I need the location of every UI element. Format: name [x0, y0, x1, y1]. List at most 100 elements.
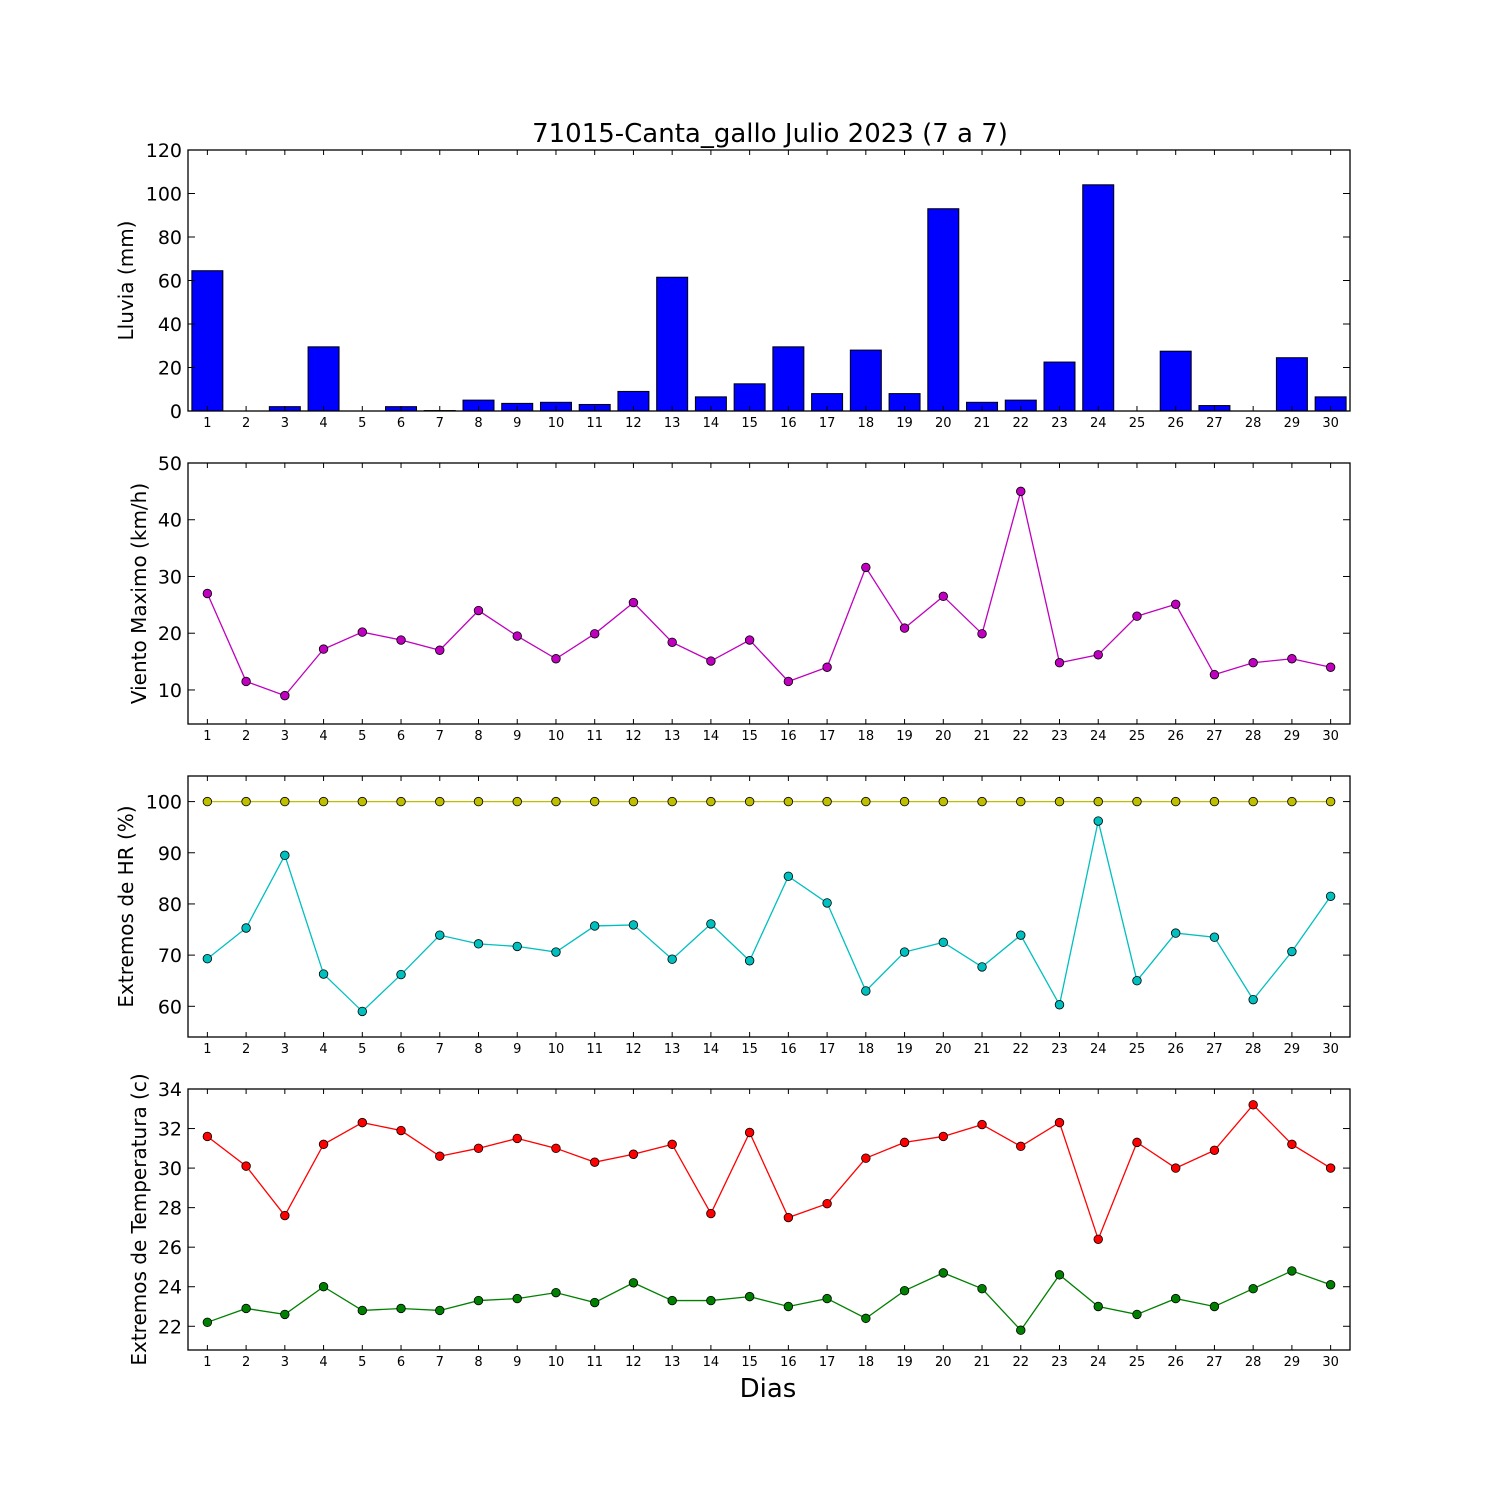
data-point-s1-day-7	[435, 1151, 445, 1161]
x-tick-label: 4	[319, 1042, 327, 1057]
data-point-s1-day-4	[318, 644, 329, 654]
x-tick-label: 19	[896, 1042, 913, 1057]
data-point-s1-day-2	[241, 1161, 251, 1171]
data-point-s2-day-23	[1054, 1270, 1065, 1280]
data-point-s2-day-3	[280, 850, 290, 861]
data-point-s2-day-12	[628, 1278, 639, 1288]
data-point-s1-day-22	[1016, 486, 1026, 497]
y-tick-label: 34	[158, 1079, 182, 1101]
y-tick-label: 60	[158, 271, 182, 293]
x-tick-label: 6	[397, 1042, 405, 1057]
x-tick-label: 2	[242, 1355, 250, 1370]
x-tick-label: 18	[858, 729, 875, 744]
data-point-s1-day-26	[1170, 796, 1181, 807]
x-tick-label: 30	[1322, 729, 1339, 744]
data-point-s2-day-17	[822, 1293, 832, 1304]
x-tick-label: 4	[319, 1355, 327, 1370]
x-tick-label: 11	[586, 1355, 603, 1370]
data-point-s2-day-22	[1016, 1325, 1026, 1335]
data-point-s1-day-10	[551, 1143, 561, 1154]
data-point-s2-day-28	[1248, 994, 1258, 1005]
data-point-s1-day-27	[1209, 796, 1220, 807]
data-point-s2-day-6	[396, 1303, 406, 1314]
data-point-s1-day-17	[822, 1198, 832, 1209]
x-tick-label: 21	[974, 416, 991, 431]
data-point-s1-day-2	[241, 676, 251, 687]
y-tick-label: 26	[158, 1237, 182, 1259]
x-tick-label: 7	[436, 729, 444, 744]
bar-day-18	[849, 349, 882, 412]
x-tick-label: 15	[741, 1355, 758, 1370]
data-point-s1-day-28	[1248, 658, 1258, 668]
x-tick-label: 19	[896, 1355, 913, 1370]
x-tick-label: 26	[1167, 1355, 1184, 1370]
x-tick-label: 9	[513, 416, 521, 431]
data-point-s2-day-27	[1209, 932, 1220, 942]
x-tick-label: 22	[1012, 416, 1029, 431]
data-point-s1-day-20	[938, 1131, 949, 1142]
data-point-s2-day-17	[822, 898, 832, 908]
y-tick-label: 90	[158, 843, 182, 865]
x-tick-label: 10	[548, 416, 565, 431]
bar-day-20	[927, 208, 960, 412]
y-tick-label: 30	[158, 1158, 182, 1180]
y-axis-label: Viento Maximo (km/h)	[127, 483, 151, 704]
data-point-s1-day-12	[628, 796, 639, 807]
x-tick-label: 23	[1051, 729, 1068, 744]
x-tick-label: 5	[358, 1355, 366, 1370]
bar-day-23	[1043, 361, 1076, 412]
data-point-s2-day-10	[551, 947, 561, 957]
x-tick-label: 12	[625, 416, 642, 431]
x-tick-label: 26	[1167, 729, 1184, 744]
data-point-s2-day-16	[783, 871, 794, 882]
series-line-2	[206, 820, 1332, 1013]
data-point-s2-day-29	[1287, 1266, 1297, 1276]
x-tick-label: 9	[513, 1355, 521, 1370]
x-tick-label: 17	[819, 1355, 836, 1370]
data-point-s1-day-13	[667, 637, 677, 647]
data-point-s2-day-19	[899, 947, 910, 957]
y-tick-label: 120	[146, 140, 182, 162]
x-tick-label: 6	[397, 1355, 405, 1370]
data-point-s1-day-6	[396, 796, 406, 807]
x-tick-label: 23	[1051, 1355, 1068, 1370]
data-point-s2-day-5	[357, 1305, 368, 1316]
data-point-s1-day-29	[1287, 654, 1297, 664]
data-point-s1-day-27	[1209, 669, 1220, 680]
series-line-1	[206, 491, 1331, 697]
data-point-s1-day-8	[473, 796, 484, 807]
data-point-s2-day-20	[938, 1268, 949, 1278]
x-tick-label: 19	[896, 729, 913, 744]
x-tick-label: 3	[281, 1042, 289, 1057]
x-tick-label: 11	[586, 729, 603, 744]
x-tick-label: 21	[974, 729, 991, 744]
data-point-s1-day-14	[706, 1208, 716, 1219]
data-point-s1-day-13	[667, 796, 677, 807]
data-point-s1-day-3	[280, 690, 290, 701]
x-tick-label: 24	[1090, 1355, 1107, 1370]
data-point-s1-day-2	[241, 796, 251, 807]
x-tick-label: 15	[741, 1042, 758, 1057]
x-tick-label: 17	[819, 729, 836, 744]
data-point-s2-day-3	[280, 1309, 290, 1320]
x-tick-label: 3	[281, 729, 289, 744]
x-tick-label: 5	[358, 729, 366, 744]
data-point-s1-day-20	[938, 591, 949, 602]
plot-frame	[187, 1088, 1351, 1351]
series-line-2	[207, 1270, 1331, 1332]
y-tick-label: 80	[158, 894, 182, 916]
x-tick-label: 7	[436, 416, 444, 431]
bar-day-4	[307, 346, 340, 412]
x-tick-label: 28	[1245, 416, 1262, 431]
data-point-s1-day-25	[1132, 611, 1142, 621]
x-tick-label: 11	[586, 416, 603, 431]
data-point-s2-day-14	[706, 1295, 716, 1306]
data-point-s2-day-11	[590, 921, 600, 931]
data-point-s1-day-14	[706, 656, 716, 666]
data-point-s1-day-27	[1209, 1145, 1220, 1155]
data-point-s2-day-1	[202, 1317, 213, 1328]
x-tick-label: 6	[397, 729, 405, 744]
data-point-s1-day-8	[473, 1143, 484, 1154]
